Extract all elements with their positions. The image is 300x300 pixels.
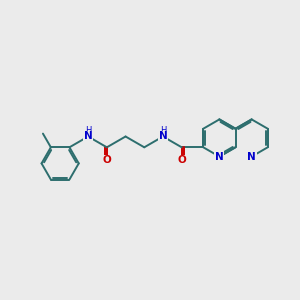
Text: N: N xyxy=(247,152,256,162)
Text: O: O xyxy=(103,155,111,165)
Text: O: O xyxy=(177,155,186,165)
Text: H: H xyxy=(85,126,91,135)
Text: N: N xyxy=(159,131,167,142)
Text: H: H xyxy=(160,126,166,135)
Text: N: N xyxy=(215,152,224,162)
Text: N: N xyxy=(84,131,92,142)
